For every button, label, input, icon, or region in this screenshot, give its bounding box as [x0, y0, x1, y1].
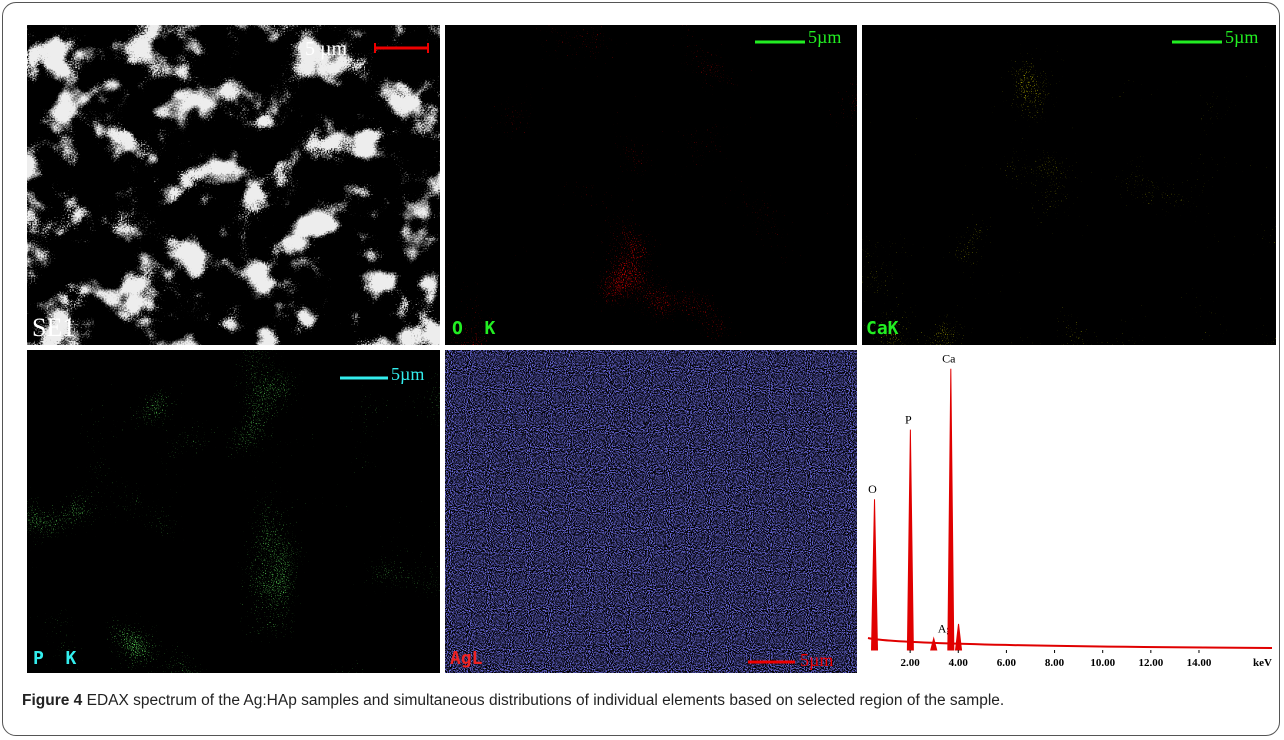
- caption-text: EDAX spectrum of the Ag:HAp samples and …: [87, 692, 1005, 709]
- peak-label: P: [905, 413, 912, 427]
- x-tick-label: 10.00: [1090, 657, 1115, 669]
- scale-label: 5 µm: [305, 38, 348, 60]
- x-tick-label: 6.00: [997, 657, 1017, 669]
- page: 5 µm 5µm 5µm 5µm 5µm SE1 O K CaK P K AgL…: [0, 0, 1284, 740]
- x-tick-label: 12.00: [1138, 657, 1163, 669]
- sem-texture: [27, 25, 440, 345]
- map-texture: [445, 25, 857, 345]
- x-axis-label: keV: [1253, 657, 1272, 669]
- spectrum-bg: [862, 350, 1276, 673]
- x-tick-label: 8.00: [1045, 657, 1065, 669]
- map-texture: [862, 25, 1276, 345]
- scale-label: 5µm: [808, 27, 841, 47]
- caption-label: Figure 4: [22, 692, 82, 709]
- figure: 5 µm 5µm 5µm 5µm 5µm SE1 O K CaK P K AgL…: [0, 0, 1284, 690]
- panel-label: CaK: [866, 318, 899, 339]
- x-tick-label: 14.00: [1187, 657, 1212, 669]
- scale-label: 5µm: [391, 364, 424, 384]
- panel-label: O K: [452, 318, 496, 339]
- x-tick-label: 2.00: [901, 657, 921, 669]
- panel-label: P K: [33, 648, 77, 669]
- caption: Figure 4 EDAX spectrum of the Ag:HAp sam…: [22, 690, 1267, 712]
- scale-label: 5µm: [800, 650, 833, 670]
- scale-label: 5µm: [1225, 27, 1258, 47]
- map-texture: [27, 350, 440, 673]
- peak-label: Ca: [942, 352, 956, 366]
- map-texture: [445, 350, 857, 673]
- panel-label: AgL: [450, 648, 483, 669]
- peak-label: O: [868, 482, 877, 496]
- panel-label: SE1: [32, 313, 75, 342]
- x-tick-label: 4.00: [949, 657, 969, 669]
